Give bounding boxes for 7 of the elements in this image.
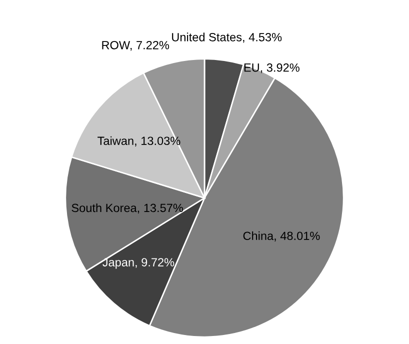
slice-label: South Korea, 13.57% bbox=[72, 203, 184, 214]
slice-label: ROW, 7.22% bbox=[102, 40, 170, 51]
slice-label: Taiwan, 13.03% bbox=[98, 136, 180, 146]
slice-label: China, 48.01% bbox=[243, 231, 320, 242]
slice-label: United States, 4.53% bbox=[172, 32, 282, 43]
slice-label: EU, 3.92% bbox=[244, 63, 300, 74]
slice-label: Japan, 9.72% bbox=[102, 258, 174, 269]
